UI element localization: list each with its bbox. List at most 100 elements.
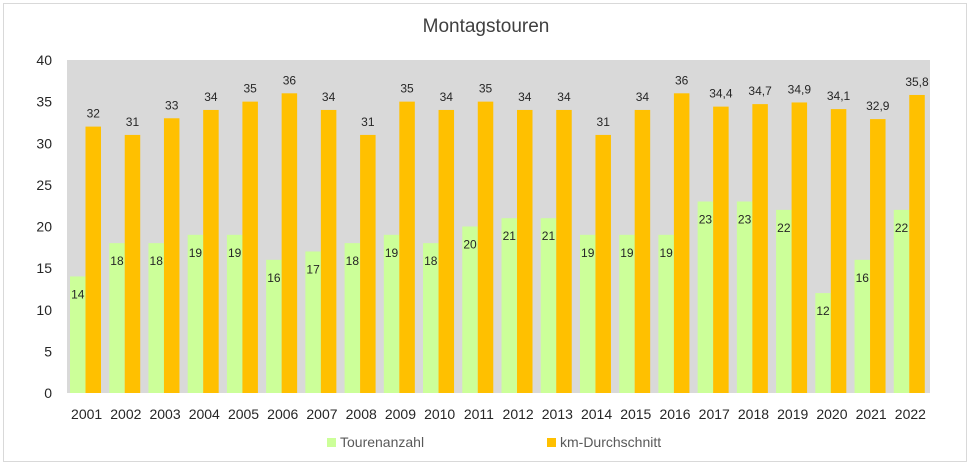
bar-km-durchschnitt — [203, 109, 219, 393]
data-label-tourenanzahl: 21 — [503, 229, 517, 243]
bar-km-durchschnitt — [281, 93, 298, 394]
y-tick-label: 35 — [36, 94, 52, 110]
data-label-tourenanzahl: 19 — [659, 246, 673, 260]
data-label-km-durchschnitt: 34 — [204, 90, 218, 104]
legend-swatch-km-durchschnitt — [547, 438, 556, 447]
bar-tourenanzahl — [344, 243, 361, 393]
data-label-tourenanzahl: 19 — [385, 246, 399, 260]
y-axis: 0 5 10 15 20 25 30 35 40 — [36, 52, 52, 401]
bar-km-durchschnitt — [909, 94, 925, 393]
data-label-km-durchschnitt: 34 — [322, 90, 336, 104]
x-tick-label: 2004 — [189, 406, 220, 422]
bar-km-durchschnitt — [752, 104, 768, 393]
chart-title: Montagstouren — [423, 16, 550, 37]
bar-tourenanzahl — [305, 251, 321, 393]
bar-tourenanzahl — [815, 293, 831, 393]
bar-km-durchschnitt — [791, 102, 808, 394]
x-tick-label: 2019 — [777, 406, 808, 422]
x-tick-label: 2008 — [346, 406, 377, 422]
bar-tourenanzahl — [540, 218, 557, 393]
bar-km-durchschnitt — [85, 126, 101, 393]
data-label-tourenanzahl: 19 — [189, 246, 203, 260]
data-label-km-durchschnitt: 35,8 — [905, 75, 929, 89]
data-label-km-durchschnitt: 31 — [597, 115, 611, 129]
data-label-tourenanzahl: 23 — [699, 213, 713, 227]
data-label-km-durchschnitt: 35 — [479, 82, 493, 96]
x-tick-label: 2020 — [816, 406, 847, 422]
data-label-tourenanzahl: 22 — [895, 221, 909, 235]
bar-tourenanzahl — [697, 201, 714, 393]
data-label-tourenanzahl: 14 — [71, 287, 85, 301]
legend-swatch-tourenanzahl — [327, 438, 336, 447]
x-tick-label: 2021 — [856, 406, 887, 422]
data-label-tourenanzahl: 21 — [542, 229, 556, 243]
bar-km-durchschnitt — [242, 101, 258, 393]
data-label-tourenanzahl: 22 — [777, 221, 791, 235]
y-tick-label: 15 — [36, 260, 52, 276]
y-tick-label: 30 — [36, 135, 52, 151]
data-label-km-durchschnitt: 34 — [440, 90, 454, 104]
data-label-tourenanzahl: 18 — [346, 254, 360, 268]
x-tick-label: 2002 — [110, 406, 141, 422]
x-tick-label: 2014 — [581, 406, 612, 422]
data-label-km-durchschnitt: 34 — [636, 90, 650, 104]
y-tick-label: 10 — [36, 302, 52, 318]
x-tick-label: 2012 — [503, 406, 534, 422]
data-label-tourenanzahl: 19 — [228, 246, 242, 260]
data-label-tourenanzahl: 23 — [738, 213, 752, 227]
data-label-tourenanzahl: 19 — [581, 246, 595, 260]
bar-tourenanzahl — [109, 243, 125, 393]
bar-tourenanzahl — [736, 201, 753, 393]
data-label-km-durchschnitt: 35 — [400, 82, 414, 96]
bar-tourenanzahl — [70, 276, 86, 393]
x-tick-label: 2022 — [895, 406, 926, 422]
bar-tourenanzahl — [854, 259, 871, 393]
data-label-tourenanzahl: 18 — [150, 254, 164, 268]
y-tick-label: 25 — [36, 177, 52, 193]
data-label-km-durchschnitt: 32 — [87, 107, 101, 121]
x-tick-label: 2001 — [71, 406, 102, 422]
bar-km-durchschnitt — [556, 109, 572, 393]
data-label-tourenanzahl: 19 — [620, 246, 634, 260]
bar-tourenanzahl — [187, 234, 204, 393]
y-tick-label: 20 — [36, 219, 52, 235]
bar-km-durchschnitt — [713, 106, 729, 394]
x-tick-label: 2018 — [738, 406, 769, 422]
bar-tourenanzahl — [462, 226, 478, 393]
bar-tourenanzahl — [383, 234, 400, 393]
bar-km-durchschnitt — [360, 134, 376, 394]
bar-km-durchschnitt — [830, 109, 847, 394]
bar-km-durchschnitt — [595, 134, 611, 394]
data-label-tourenanzahl: 18 — [424, 254, 438, 268]
data-label-km-durchschnitt: 34,9 — [788, 82, 812, 96]
data-label-tourenanzahl: 12 — [816, 304, 830, 318]
bar-km-durchschnitt — [438, 109, 455, 393]
x-axis: 2001 2002 2003 2004 2005 2006 2007 2008 2009 2010… — [71, 406, 926, 422]
bar-tourenanzahl — [266, 259, 282, 393]
bar-km-durchschnitt — [517, 109, 533, 393]
bar-tourenanzahl — [776, 209, 792, 393]
bar-tourenanzahl — [226, 234, 243, 393]
bars — [70, 93, 925, 394]
bar-tourenanzahl — [619, 234, 635, 393]
x-tick-label: 2006 — [267, 406, 298, 422]
bar-km-durchschnitt — [870, 119, 886, 394]
data-label-km-durchschnitt: 36 — [283, 73, 297, 87]
x-tick-label: 2003 — [149, 406, 180, 422]
x-tick-label: 2010 — [424, 406, 455, 422]
data-label-tourenanzahl: 17 — [306, 262, 320, 276]
x-tick-label: 2015 — [620, 406, 651, 422]
x-tick-label: 2011 — [464, 406, 494, 422]
legend: Tourenanzahl km-Durchschnitt — [327, 434, 661, 450]
bar-km-durchschnitt — [320, 109, 337, 393]
bar-tourenanzahl — [579, 234, 596, 393]
x-tick-label: 2013 — [542, 406, 573, 422]
x-tick-label: 2016 — [659, 406, 690, 422]
data-label-tourenanzahl: 16 — [856, 271, 870, 285]
bar-tourenanzahl — [893, 209, 910, 393]
bar-km-durchschnitt — [634, 109, 651, 393]
y-tick-label: 5 — [44, 343, 52, 359]
bar-tourenanzahl — [148, 243, 164, 393]
data-label-km-durchschnitt: 33 — [165, 98, 179, 112]
